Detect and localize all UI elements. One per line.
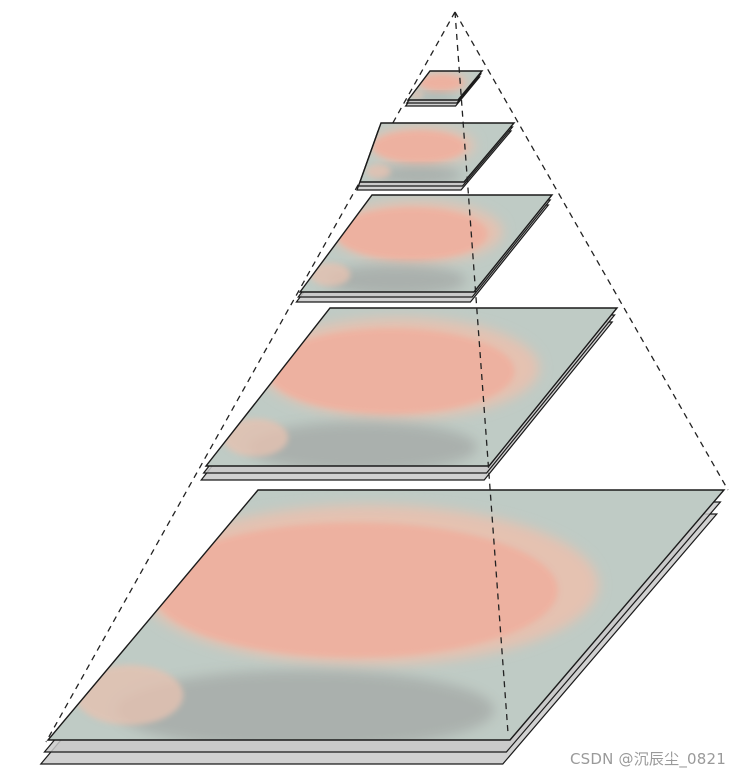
watermark: CSDN @沉辰尘_0821 bbox=[569, 750, 726, 768]
pyramid-levels bbox=[39, 11, 726, 765]
layer-image bbox=[48, 490, 724, 740]
layer-image bbox=[206, 308, 617, 466]
layer-outline bbox=[46, 489, 726, 741]
layer-outline bbox=[406, 70, 484, 101]
pyramid-level-2 bbox=[356, 122, 516, 191]
pyramid-level-1 bbox=[404, 70, 484, 107]
pyramid-level-3 bbox=[295, 194, 554, 303]
pyramid-level-5 bbox=[39, 489, 726, 765]
apex-line-left bbox=[45, 11, 456, 743]
pyramid-level-4 bbox=[199, 307, 619, 481]
apex-lines bbox=[45, 11, 729, 743]
layer-outline bbox=[298, 194, 554, 293]
layer-image bbox=[360, 123, 514, 182]
layer-image bbox=[300, 195, 552, 292]
apex-line-right bbox=[454, 11, 729, 491]
layer-outline bbox=[359, 122, 516, 183]
